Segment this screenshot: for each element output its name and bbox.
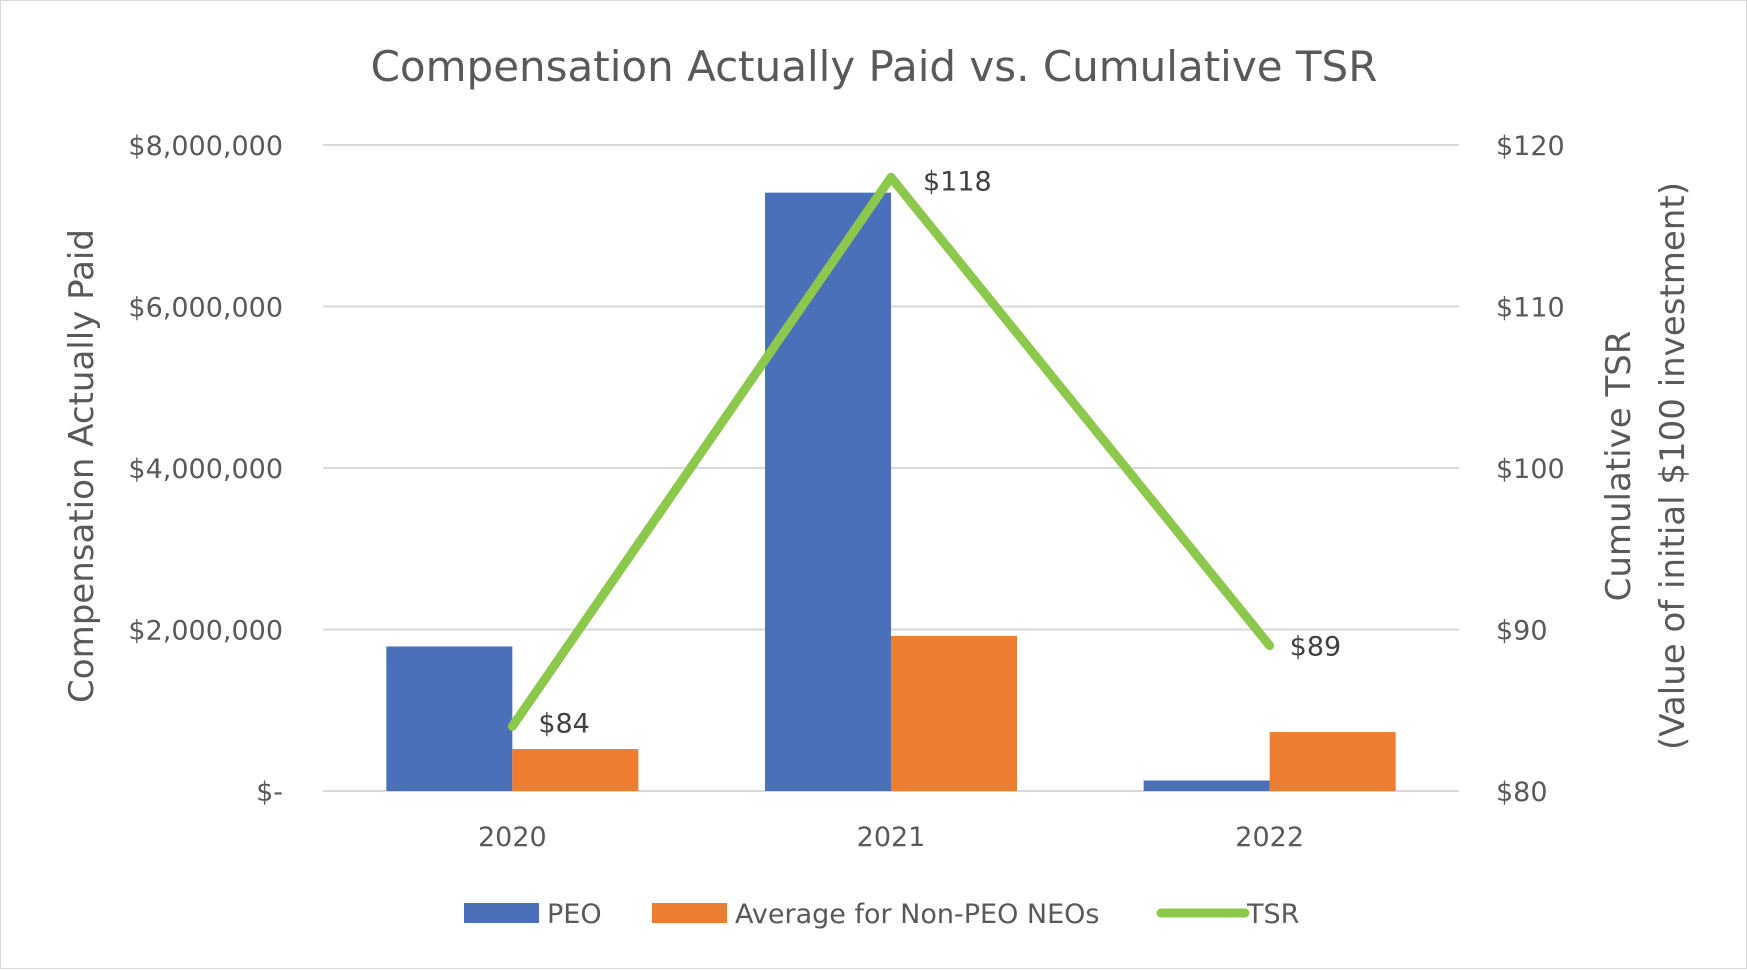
legend: PEO Average for Non-PEO NEOs TSR [464,899,1299,930]
legend-swatch [652,903,727,923]
tsr-data-label: $84 [538,708,590,739]
tsr-line [507,172,1275,731]
right-tick-label: $120 [1496,131,1565,162]
category-labels: 2020 2021 2022 [478,822,1304,853]
legend-label: PEO [547,899,602,930]
bar-average-for-non-peo-neos-2020 [512,749,639,791]
category-label: 2021 [857,822,926,853]
right-tick-label: $110 [1496,293,1565,324]
right-tick-label: $80 [1496,777,1548,808]
legend-label: Average for Non-PEO NEOs [735,899,1100,930]
left-tick-label: $4,000,000 [128,454,283,485]
legend-label: TSR [1246,899,1299,930]
bar-peo-2022 [1143,780,1270,791]
chart-title: Compensation Actually Paid vs. Cumulativ… [371,42,1378,91]
tsr-data-label: $89 [1290,632,1342,663]
category-label: 2020 [478,822,547,853]
legend-swatch [464,903,539,923]
left-axis-title: Compensation Actually Paid [62,229,102,703]
right-tick-label: $100 [1496,454,1565,485]
bar-average-for-non-peo-neos-2021 [891,635,1017,791]
left-tick-label: $- [256,777,283,808]
bars [386,192,1396,791]
bar-peo-2020 [386,646,513,791]
left-tick-label: $2,000,000 [128,616,283,647]
right-axis-title-line2: (Value of initial $100 investment) [1653,182,1693,750]
bar-average-for-non-peo-neos-2022 [1269,732,1396,791]
right-axis-title-line1: Cumulative TSR [1599,331,1639,602]
bar-peo-2021 [765,192,891,791]
right-tick-label: $90 [1496,616,1548,647]
left-tick-label: $8,000,000 [128,131,283,162]
category-label: 2022 [1235,822,1304,853]
tsr-data-label: $118 [923,166,992,197]
left-tick-label: $6,000,000 [128,293,283,324]
tsr-line-layer: $84 $118 $89 [507,166,1342,739]
axis-ticks: $- $2,000,000 $4,000,000 $6,000,000 $8,000,0… [128,131,1564,808]
